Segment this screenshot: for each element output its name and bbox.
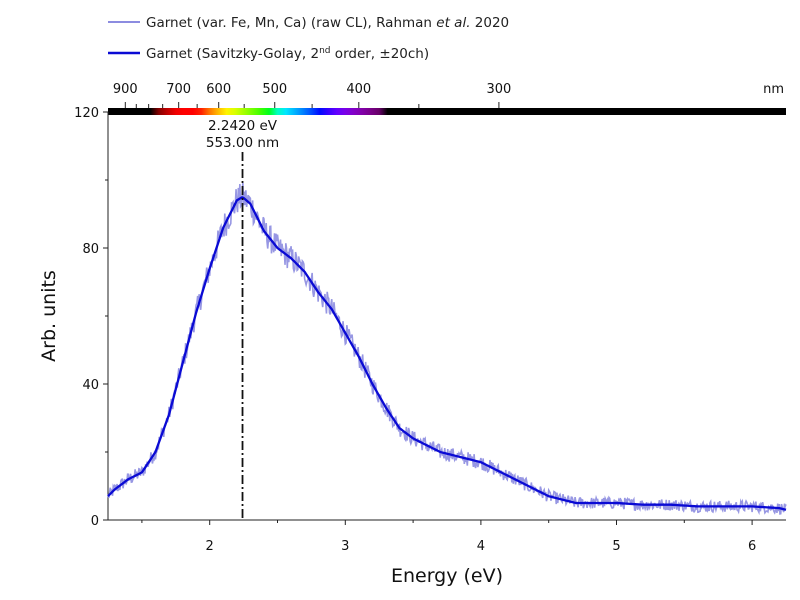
- y-tick-label: 40: [82, 378, 99, 393]
- y-axis-title: Arb. units: [38, 270, 60, 362]
- x-tick-label: 3: [341, 539, 349, 554]
- top-axis-tick-label: 600: [206, 82, 231, 97]
- legend-label-raw: Garnet (var. Fe, Mn, Ca) (raw CL), Rahma…: [146, 15, 509, 31]
- top-axis-unit-label: nm: [763, 82, 784, 97]
- series-raw-line: [107, 182, 787, 516]
- y-tick-label: 120: [74, 106, 99, 121]
- legend-smooth-prefix: Garnet (Savitzky-Golay, 2: [146, 46, 319, 62]
- x-tick-label: 5: [612, 539, 620, 554]
- y-axis-ticks: 0 40 80 120: [74, 106, 108, 529]
- legend-smooth-sup: nd: [319, 46, 330, 56]
- series-smooth-line: [107, 196, 787, 511]
- top-axis-tick-label: 500: [262, 82, 287, 97]
- top-axis-tick-label: 700: [166, 82, 191, 97]
- top-axis-tick-label: 400: [346, 82, 371, 97]
- y-tick-label: 0: [91, 514, 99, 529]
- legend-smooth-suffix: order, ±20ch): [331, 46, 430, 62]
- legend-label-smooth: Garnet (Savitzky-Golay, 2nd order, ±20ch…: [146, 46, 429, 62]
- x-tick-label: 2: [206, 539, 214, 554]
- legend-raw-prefix: Garnet (var. Fe, Mn, Ca) (raw CL), Rahma…: [146, 15, 436, 31]
- peak-wavelength-label: 553.00 nm: [206, 135, 279, 151]
- top-axis-tick-label: 300: [486, 82, 511, 97]
- legend: Garnet (var. Fe, Mn, Ca) (raw CL), Rahma…: [108, 15, 509, 62]
- wavelength-color-bar: [108, 108, 786, 115]
- legend-raw-italic: et al.: [436, 15, 470, 31]
- top-axis-tick-label: 900: [113, 82, 138, 97]
- x-tick-label: 6: [748, 539, 756, 554]
- series-layer: [107, 182, 787, 516]
- top-wavelength-axis: 900 700 600 500 400 300 nm: [113, 82, 784, 108]
- x-tick-label: 4: [477, 539, 485, 554]
- legend-raw-suffix: 2020: [471, 15, 510, 31]
- x-axis-title: Energy (eV): [391, 565, 503, 587]
- peak-energy-label: 2.2420 eV: [208, 118, 278, 134]
- x-axis-ticks: 2 3 4 5 6: [141, 520, 756, 554]
- y-tick-label: 80: [82, 242, 99, 257]
